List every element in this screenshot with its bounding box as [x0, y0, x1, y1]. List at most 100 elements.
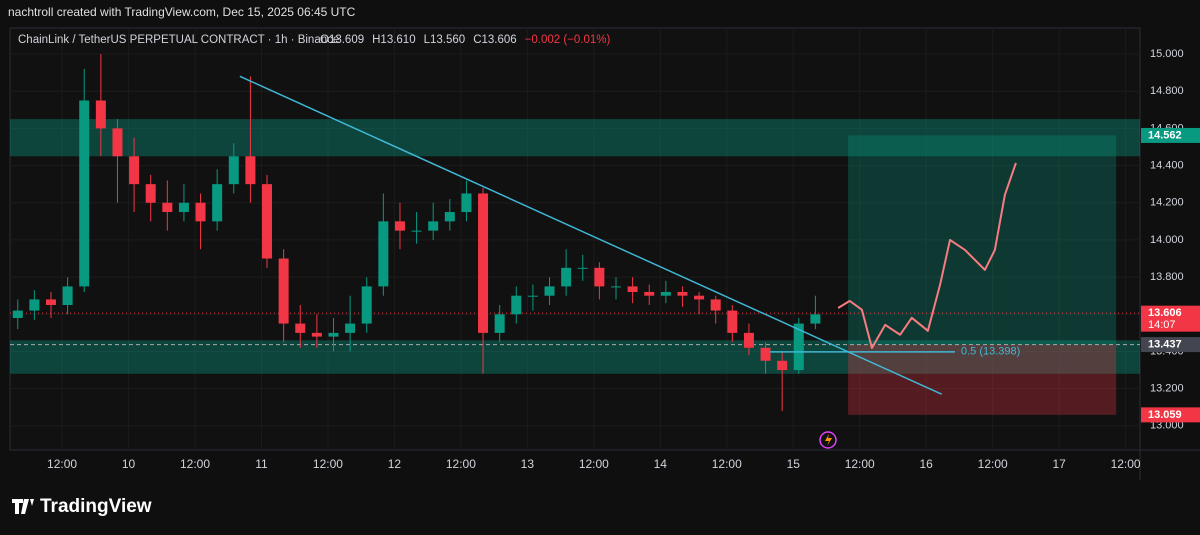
symbol: ChainLink / TetherUS PERPETUAL CONTRACT … [18, 34, 339, 46]
y-tick-label: 14.400 [1150, 159, 1184, 171]
event-icon [819, 431, 837, 449]
candle-body [644, 291, 655, 296]
candle-body [727, 310, 738, 333]
candle-body [577, 267, 588, 269]
x-tick-label: 12:00 [845, 457, 875, 471]
logo-text: TradingView [40, 496, 152, 517]
candle-body [710, 299, 721, 311]
loss-zone [848, 344, 1117, 415]
candle-body [610, 286, 621, 288]
candle-body [777, 360, 788, 371]
attribution: nachtroll created with TradingView.com, … [8, 5, 356, 19]
y-tick-label: 14.000 [1150, 234, 1184, 246]
candle-body [12, 310, 23, 319]
price-label-bg [1141, 407, 1200, 423]
x-tick-label: 12:00 [180, 457, 210, 471]
candle-body [228, 156, 239, 185]
price-label: 13.437 [1148, 338, 1182, 350]
candle-body [660, 291, 671, 296]
candle-body [129, 156, 140, 185]
candle-body [594, 267, 605, 287]
candle-body [561, 267, 572, 287]
candle-body [361, 286, 372, 324]
legend-item: O13.609 [320, 34, 364, 46]
candle-body [378, 221, 389, 287]
back-layer [10, 28, 1140, 450]
ohlc-legend: O13.609 H13.610 L13.560 C13.606 −0.002 (−0.0… [320, 34, 611, 46]
candle-body [95, 100, 106, 129]
legend-item: H13.610 [372, 34, 415, 46]
candle-body [677, 291, 688, 296]
projection [837, 162, 1017, 349]
logo-mark [12, 499, 34, 514]
y-tick-label: 13.000 [1150, 420, 1184, 432]
candle-body [178, 202, 189, 213]
x-tick-label: 15 [787, 457, 801, 471]
price-label: 13.059 [1148, 409, 1182, 421]
x-tick-label: 12:00 [313, 457, 343, 471]
candle-body [295, 323, 306, 333]
x-tick-label: 14 [654, 457, 668, 471]
candle-body [162, 202, 173, 213]
y-tick-label: 14.200 [1150, 197, 1184, 209]
legend-item: L13.560 [424, 34, 466, 46]
main-layer: 13.00013.20013.40013.60013.80014.00014.2… [12, 48, 1200, 471]
candle-body [145, 184, 156, 203]
profit-zone [848, 135, 1117, 345]
price-label: 14.562 [1148, 129, 1182, 141]
candle-body [112, 128, 123, 157]
x-tick-label: 11 [255, 457, 268, 471]
candle-body [29, 299, 40, 311]
candle-body [278, 258, 289, 324]
candle-body [511, 295, 522, 315]
candle-body [394, 221, 405, 231]
zone [10, 340, 1140, 374]
candle-body [478, 193, 489, 333]
candle-body [544, 286, 555, 296]
candle-body [743, 332, 754, 348]
legend-item: −0.002 (−0.01%) [525, 34, 611, 46]
candle-body [810, 314, 821, 324]
x-tick-label: 10 [122, 457, 136, 471]
candle-body [760, 347, 771, 361]
fib-label: 0.5 (13.398) [961, 346, 1020, 358]
price-label: 13.606 [1148, 307, 1182, 319]
y-tick-label: 13.200 [1150, 383, 1184, 395]
trendline [239, 75, 943, 395]
candle-body [245, 156, 256, 185]
x-tick-label: 12 [388, 457, 402, 471]
candle-body [494, 314, 505, 333]
x-tick-label: 12:00 [712, 457, 742, 471]
candle-body [461, 193, 472, 213]
candle-body [527, 295, 538, 297]
candle-body [694, 295, 705, 300]
y-tick-label: 13.800 [1150, 271, 1184, 283]
plot-frame [9, 27, 1141, 451]
x-tick-label: 17 [1052, 457, 1066, 471]
price-countdown: 14:07 [1148, 319, 1176, 331]
candle-body [45, 299, 56, 305]
y-tick-label: 15.000 [1150, 48, 1184, 60]
candle-body [627, 286, 638, 292]
x-tick-label: 13 [521, 457, 535, 471]
candle-body [212, 184, 223, 222]
x-tick-label: 12:00 [978, 457, 1008, 471]
candle-body [793, 323, 804, 371]
candle-body [328, 332, 339, 337]
candle-body [411, 230, 422, 232]
zone [10, 119, 1140, 157]
x-tick-label: 12:00 [579, 457, 609, 471]
candle-body [345, 323, 356, 333]
event-bolt [825, 434, 832, 446]
price-label-bg [1141, 305, 1200, 332]
price-label-bg [1141, 127, 1200, 143]
x-tick-label: 12:00 [47, 457, 77, 471]
x-tick-label: 12:00 [446, 457, 476, 471]
candle-body [62, 286, 73, 305]
legend-item: C13.606 [473, 34, 516, 46]
x-tick-label: 12:00 [1111, 457, 1141, 471]
candle-body [428, 221, 439, 231]
y-tick-label: 14.800 [1150, 85, 1184, 97]
x-tick-label: 16 [920, 457, 934, 471]
